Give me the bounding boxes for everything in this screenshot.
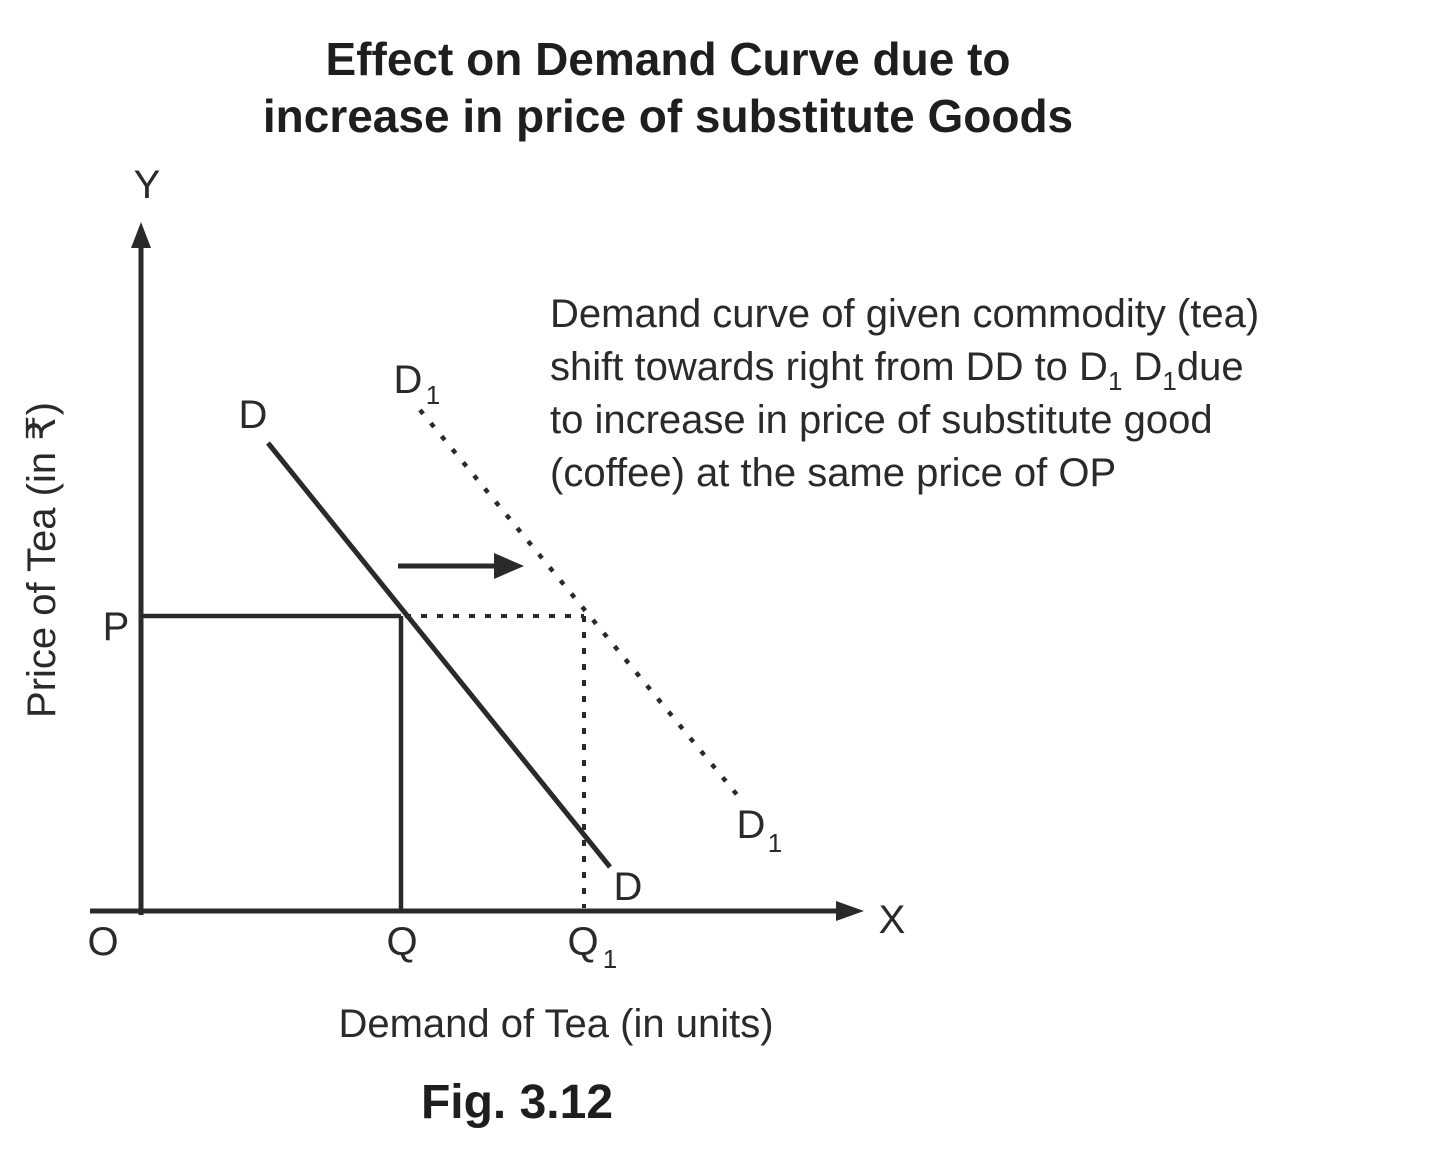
note-line1: Demand curve of given commodity (tea) [550, 292, 1259, 336]
note-line2-sub2: 1 [1162, 366, 1176, 396]
note-line3: to increase in price of substitute good [550, 398, 1213, 442]
shift-arrowhead [494, 553, 524, 579]
demand-curve-dd-top-label: D [239, 393, 268, 437]
note-line2-sub1: 1 [1108, 366, 1122, 396]
demand-curve-dd [266, 441, 612, 869]
x-axis-arrowhead [836, 901, 864, 921]
note-line2-part-c: due [1177, 345, 1244, 389]
quantity-label-q: Q [386, 920, 417, 964]
demand-curve-dd-bottom-label: D [614, 865, 643, 909]
x-axis-letter: X [879, 898, 906, 942]
note-line4: (coffee) at the same price of OP [550, 451, 1116, 495]
demand-curve-d1-bottom-subscript: 1 [768, 828, 782, 858]
figure-caption: Fig. 3.12 [421, 1076, 613, 1129]
y-axis-arrowhead [131, 222, 151, 248]
price-label-p: P [103, 605, 130, 649]
origin-label: O [87, 920, 118, 964]
quantity-label-q1-subscript: 1 [603, 944, 617, 974]
demand-curve-d1-top-label: D 1 [394, 358, 441, 410]
demand-curve-d1-top-subscript: 1 [426, 380, 440, 410]
note-line2-part-a: shift towards right from DD to D [550, 345, 1108, 389]
demand-curve-d1-bottom-main: D [737, 803, 766, 847]
x-axis-title: Demand of Tea (in units) [338, 1002, 773, 1046]
demand-curve-d1-bottom-label: D 1 [737, 803, 783, 858]
y-axis-letter: Y [134, 163, 161, 207]
y-axis-title: Price of Tea (in ₹) [20, 402, 64, 718]
diagram-title-line2: increase in price of substitute Goods [263, 90, 1073, 142]
demand-curve-d1-top-main: D [394, 358, 423, 402]
note-line2: shift towards right from DD to D1 D1due [550, 345, 1244, 396]
note-line2-part-b: D [1122, 345, 1162, 389]
quantity-label-q1: Q 1 [567, 920, 617, 974]
quantity-label-q1-main: Q [567, 920, 598, 964]
diagram-title-line1: Effect on Demand Curve due to [326, 33, 1011, 85]
